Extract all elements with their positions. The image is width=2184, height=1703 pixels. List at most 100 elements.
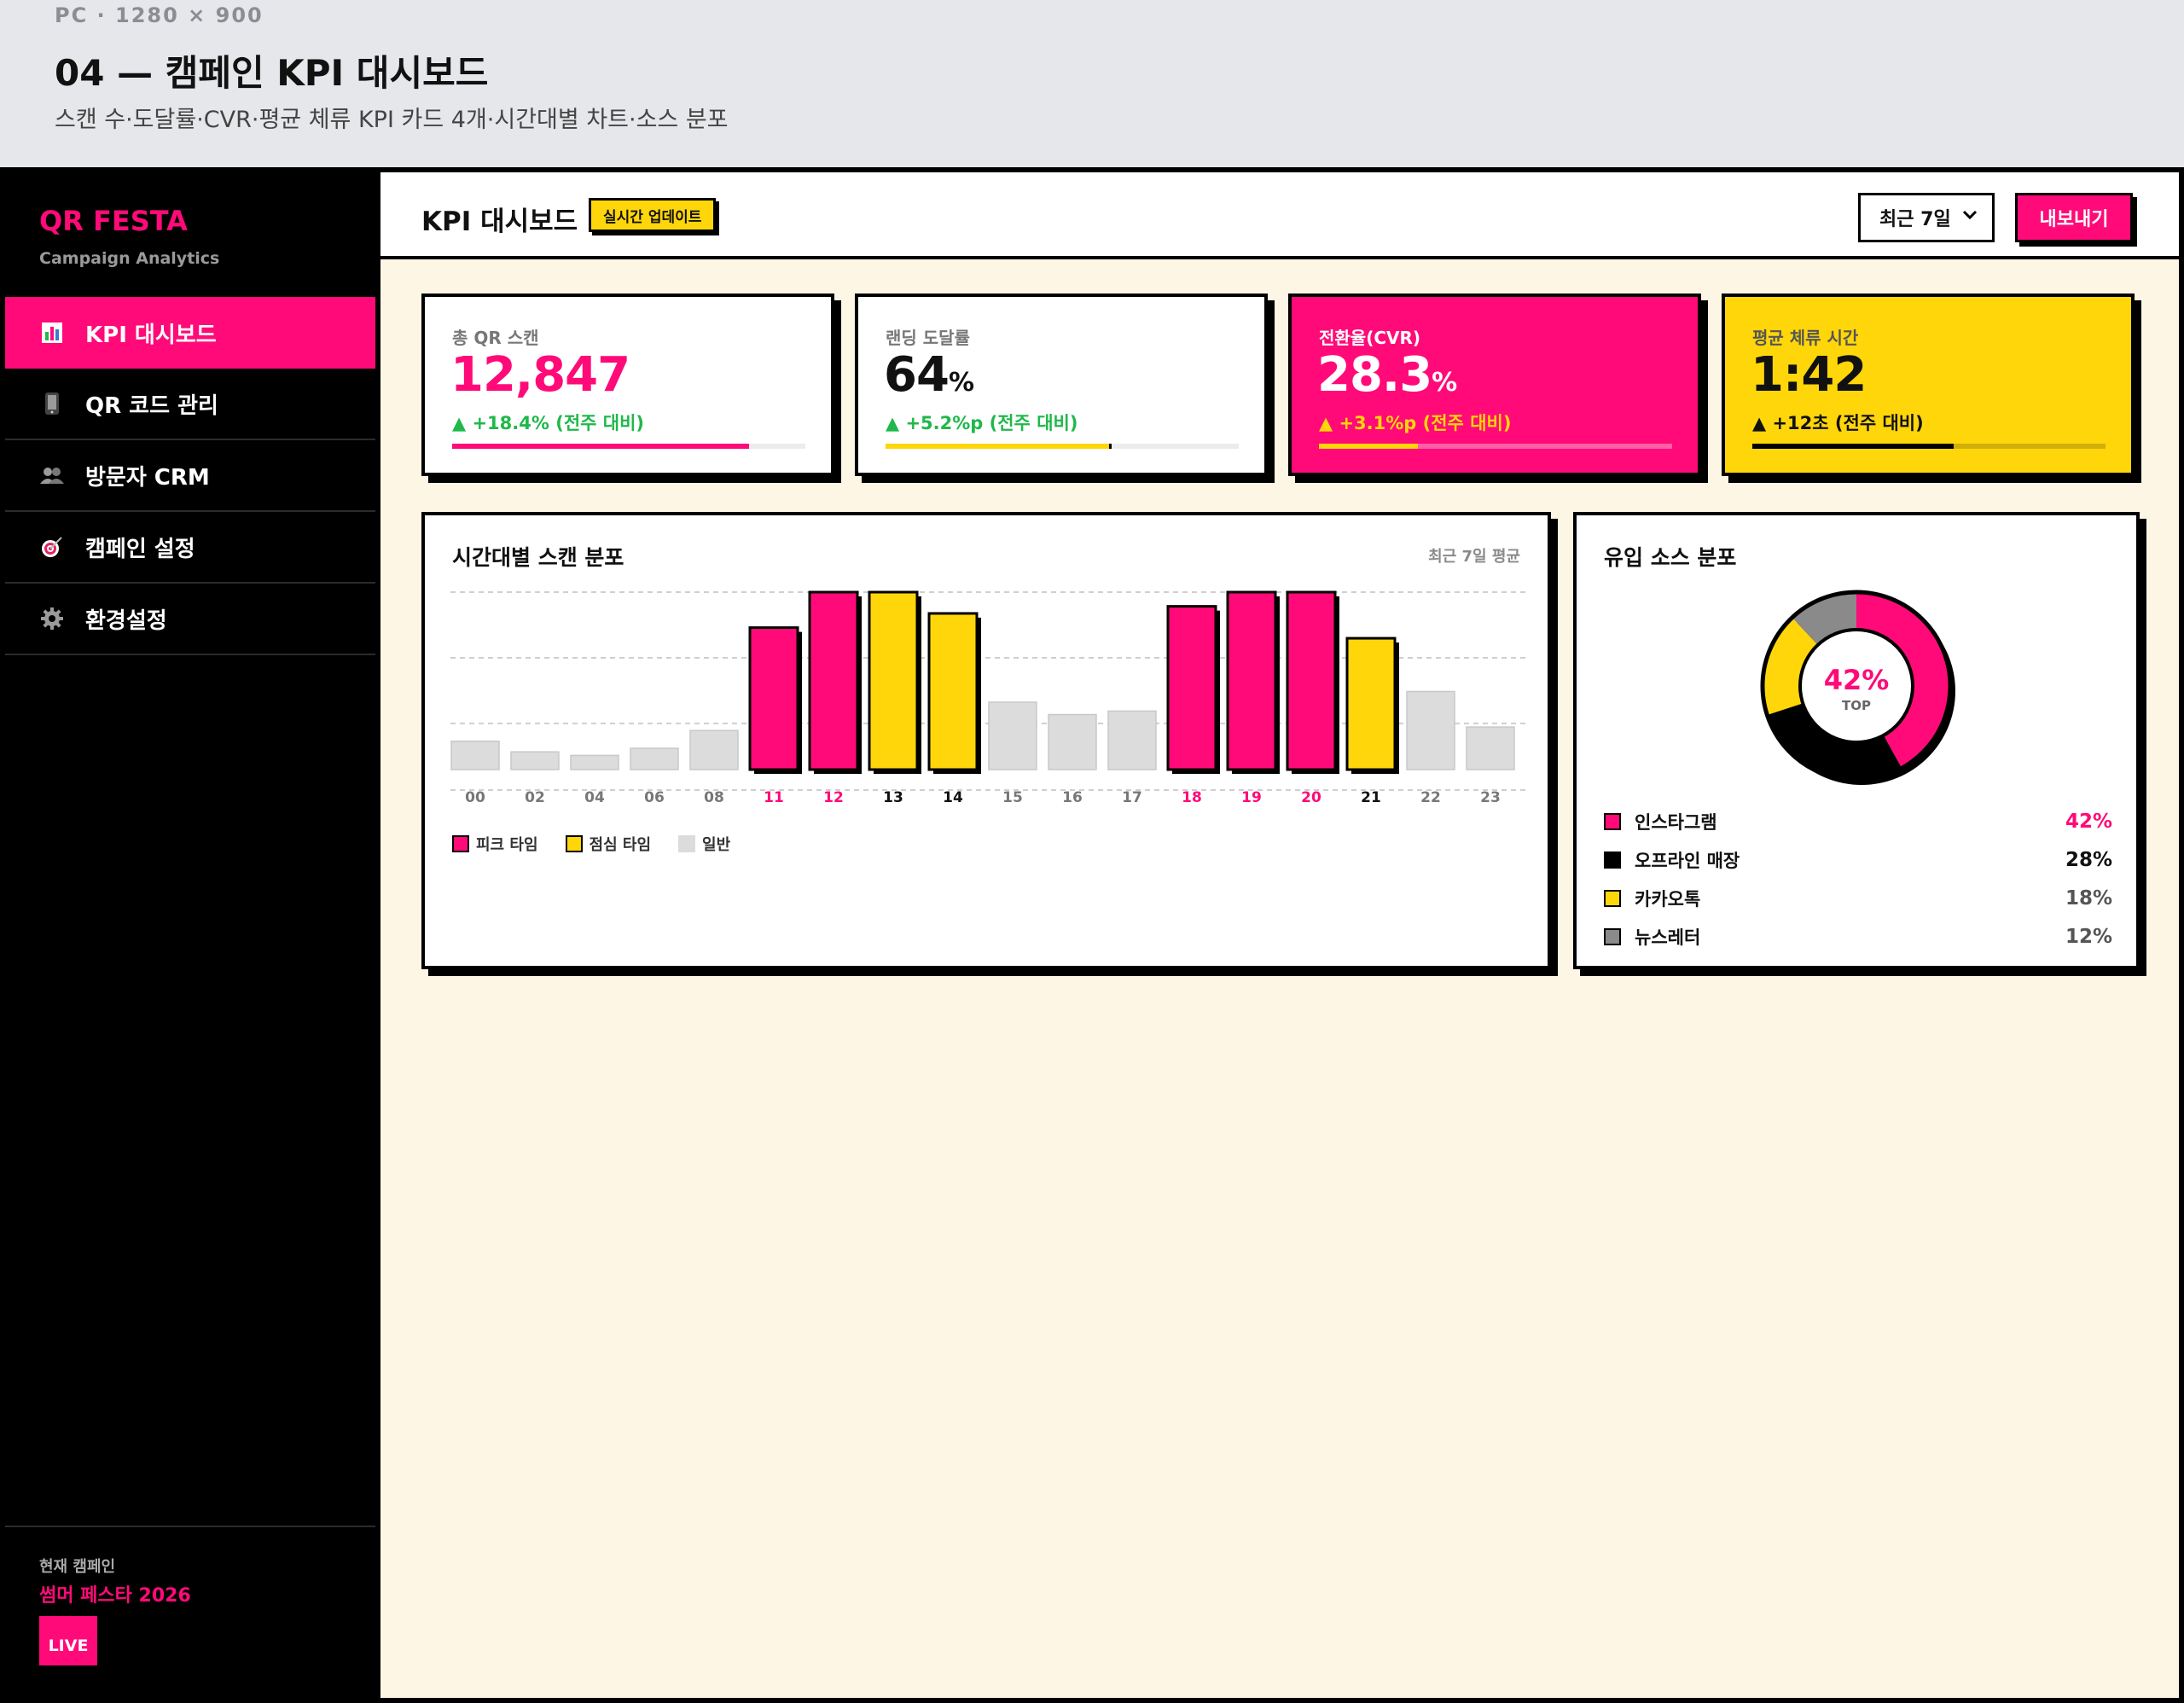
- doc-title: 04 — 캠페인 KPI 대시보드: [55, 52, 489, 94]
- legend-swatch: [678, 835, 696, 852]
- chart-bar-22[interactable]: [1406, 690, 1455, 770]
- kpi-label: 전환율(CVR): [1319, 328, 1421, 348]
- source-legend-list: 인스타그램 42% 오프라인 매장 28% 카카오톡 18% 뉴스레터 12%: [1604, 802, 2112, 956]
- source-donut-chart: [1760, 590, 1955, 785]
- sidebar-item-qr-codes[interactable]: QR 코드 관리: [5, 369, 375, 440]
- tick-label: 21: [1361, 789, 1381, 806]
- current-campaign-label: 현재 캠페인: [39, 1558, 116, 1576]
- brand-logo[interactable]: QR FESTA: [39, 205, 188, 237]
- chart-bar-12[interactable]: [808, 590, 859, 771]
- sidebar-item-visitor-crm[interactable]: 방문자 CRM: [5, 440, 375, 512]
- kpi-progress-bar: [1752, 444, 2106, 449]
- gear-icon: [39, 606, 65, 631]
- donut-hole: [1798, 628, 1914, 744]
- legend-item-normal: 일반: [678, 833, 730, 855]
- chart-bar-02[interactable]: [510, 751, 560, 770]
- donut-center-label: TOP: [1842, 698, 1871, 713]
- kpi-progress-bar: [1319, 444, 1672, 449]
- donut-slice-0[interactable]: [1856, 592, 1950, 769]
- tick-label: 13: [883, 789, 903, 806]
- source-name: 뉴스레터: [1635, 927, 1701, 948]
- panel-title: 시간대별 스캔 분포: [452, 545, 624, 570]
- kpi-label: 평균 체류 시간: [1752, 328, 1859, 348]
- chart-bar-13[interactable]: [868, 590, 919, 771]
- tick-label: 04: [584, 789, 605, 806]
- live-badge: LIVE: [39, 1616, 97, 1665]
- sidebar-item-campaign-settings[interactable]: 캠페인 설정: [5, 512, 375, 584]
- sidebar-item-preferences[interactable]: 환경설정: [5, 584, 375, 655]
- list-item: 카카오톡 18%: [1604, 879, 2112, 917]
- donut-outline: [1760, 590, 1953, 782]
- list-item: 인스타그램 42%: [1604, 802, 2112, 840]
- users-icon: [39, 462, 65, 488]
- chart-bar-14[interactable]: [927, 612, 979, 771]
- kpi-card-avg-dwell: 평균 체류 시간 1:42 ▲ +12초 (전주 대비): [1722, 294, 2135, 476]
- legend-item-peak: 피크 타임: [452, 833, 538, 855]
- top-bar: KPI 대시보드 실시간 업데이트 최근 7일 내보내기: [380, 172, 2179, 259]
- list-item: 뉴스레터 12%: [1604, 917, 2112, 956]
- kpi-card-cvr: 전환율(CVR) 28.3% ▲ +3.1%p (전주 대비): [1288, 294, 1701, 476]
- legend-item-lunch: 점심 타임: [565, 833, 651, 855]
- chart-bar-08[interactable]: [689, 729, 739, 770]
- tick-label: 11: [764, 789, 784, 806]
- sidebar-item-label: 캠페인 설정: [85, 536, 195, 562]
- chart-bar-23[interactable]: [1466, 726, 1515, 770]
- legend-swatch: [1604, 927, 1621, 945]
- tick-label: 00: [465, 789, 485, 806]
- sidebar: QR FESTA Campaign Analytics KPI 대시보드 QR …: [0, 167, 380, 1703]
- kpi-label: 랜딩 도달률: [886, 328, 970, 348]
- donut-center-value: 42%: [1823, 664, 1890, 696]
- panel-note: 최근 7일 평균: [1428, 548, 1520, 566]
- legend-swatch: [452, 835, 469, 852]
- source-percent: 42%: [2065, 810, 2112, 833]
- kpi-card-landing-reach: 랜딩 도달률 64% ▲ +5.2%p (전주 대비): [855, 294, 1268, 476]
- tick-label: 18: [1182, 789, 1202, 806]
- chart-legend: 피크 타임 점심 타임 일반: [452, 833, 730, 855]
- kpi-value: 28.3%: [1317, 347, 1457, 403]
- sidebar-item-label: QR 코드 관리: [85, 392, 218, 419]
- kpi-progress-fill: [1752, 444, 1954, 449]
- donut-slice-2[interactable]: [1763, 617, 1818, 715]
- sidebar-item-label: 방문자 CRM: [85, 464, 210, 491]
- page-title: KPI 대시보드: [421, 206, 578, 237]
- source-percent: 12%: [2065, 925, 2112, 948]
- doc-subtitle: 스캔 수·도달률·CVR·평균 체류 KPI 카드 4개·시간대별 차트·소스 …: [55, 107, 729, 133]
- source-name: 카카오톡: [1635, 888, 1701, 910]
- panel-title: 유입 소스 분포: [1604, 545, 1737, 570]
- source-name: 인스타그램: [1635, 811, 1717, 833]
- chart-bar-11[interactable]: [748, 626, 799, 771]
- date-range-value: 최근 7일: [1879, 209, 1951, 230]
- chart-bar-18[interactable]: [1166, 605, 1217, 771]
- sidebar-item-kpi-dashboard[interactable]: KPI 대시보드: [5, 297, 375, 369]
- tick-label: 02: [525, 789, 545, 806]
- kpi-delta: ▲ +5.2%p (전주 대비): [886, 413, 1078, 433]
- kpi-progress-fill: [886, 444, 1112, 449]
- kpi-value: 12,847: [450, 347, 630, 403]
- export-button[interactable]: 내보내기: [2015, 193, 2133, 242]
- tick-label: 14: [943, 789, 963, 806]
- sidebar-item-label: 환경설정: [85, 607, 167, 634]
- hourly-bar-chart: 00 02 04 06 08 11 12 13 14 15 16 17 18 19 20 21 22 23: [450, 590, 1525, 806]
- chart-bar-17[interactable]: [1107, 710, 1157, 770]
- kpi-value: 1:42: [1751, 347, 1867, 403]
- chart-bar-19[interactable]: [1226, 590, 1277, 771]
- chart-bar-00[interactable]: [450, 740, 500, 770]
- chart-bar-20[interactable]: [1286, 590, 1337, 771]
- tick-label: 22: [1420, 789, 1441, 806]
- chart-bar-16[interactable]: [1048, 713, 1097, 770]
- tick-label: 19: [1241, 789, 1262, 806]
- tick-label: 15: [1002, 789, 1023, 806]
- current-campaign: 현재 캠페인 썸머 페스타 2026 LIVE: [5, 1526, 375, 1665]
- hourly-scan-panel: 시간대별 스캔 분포 최근 7일 평균 00 02 04 06 08 11 12 13 14 15…: [421, 512, 1551, 969]
- source-percent: 28%: [2065, 848, 2112, 871]
- target-icon: [39, 534, 65, 560]
- date-range-select[interactable]: 최근 7일: [1858, 193, 1995, 242]
- legend-swatch: [1604, 889, 1621, 907]
- kpi-delta: ▲ +12초 (전주 대비): [1752, 413, 1924, 433]
- tick-label: 06: [644, 789, 665, 806]
- sidebar-item-label: KPI 대시보드: [85, 322, 217, 348]
- chart-bar-15[interactable]: [988, 701, 1037, 770]
- chart-bar-21[interactable]: [1345, 636, 1397, 771]
- chart-bar-04[interactable]: [570, 754, 619, 770]
- chart-bar-06[interactable]: [630, 747, 679, 770]
